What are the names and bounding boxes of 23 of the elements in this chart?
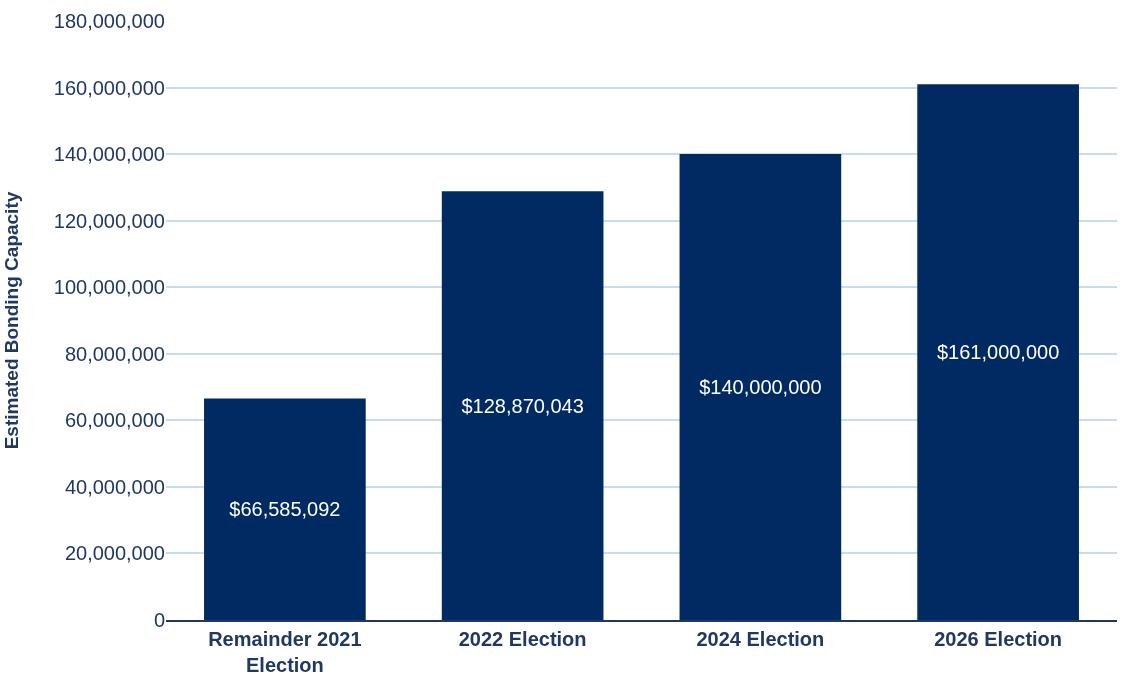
y-tick-label: 100,000,000 (53, 276, 165, 299)
y-tick-label: 0 (153, 609, 165, 631)
data-label: $128,870,043 (461, 394, 584, 417)
x-tick-label: 2026 Election (934, 627, 1063, 650)
bar (917, 84, 1079, 620)
data-label: $140,000,000 (699, 376, 822, 399)
y-tick-label: 60,000,000 (64, 409, 165, 432)
y-tick-label: 140,000,000 (53, 143, 165, 166)
bar (204, 398, 366, 620)
x-tick-label: 2024 Election (696, 627, 825, 650)
y-tick-label: 80,000,000 (64, 342, 165, 365)
y-axis-title: Estimated Bonding Capacity (0, 191, 22, 450)
y-tick-label: 180,000,000 (53, 10, 165, 32)
x-tick-label: Remainder 2021 Election (208, 627, 362, 676)
y-tick-label: 40,000,000 (64, 475, 165, 498)
data-label: $161,000,000 (936, 341, 1060, 364)
y-tick-label: 120,000,000 (53, 209, 165, 232)
y-tick-label: 20,000,000 (64, 542, 165, 565)
bar (679, 154, 842, 620)
x-tick-label: 2022 Election (458, 627, 587, 650)
y-tick-label: 160,000,000 (53, 76, 165, 99)
data-label: $66,585,092 (229, 498, 341, 521)
bar (441, 191, 604, 620)
